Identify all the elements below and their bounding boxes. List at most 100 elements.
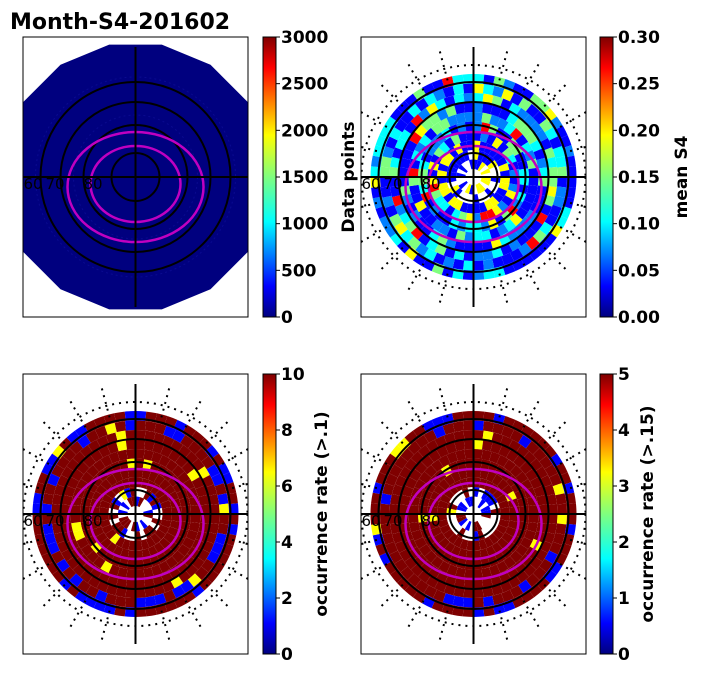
bin-cell xyxy=(511,419,525,434)
bin-cell xyxy=(483,199,494,211)
bin-cell xyxy=(379,552,393,566)
bin-cell xyxy=(479,131,490,143)
bin-cell xyxy=(41,462,55,476)
bin-cell xyxy=(400,447,415,462)
bin-cell xyxy=(555,156,567,168)
bin-cell xyxy=(424,464,438,478)
bin-cell xyxy=(389,213,403,227)
bin-cell xyxy=(126,568,136,580)
bin-cell xyxy=(135,458,145,469)
bin-cell xyxy=(430,122,444,136)
bin-cell xyxy=(180,514,191,523)
bin-cell xyxy=(154,593,167,606)
bin-cell xyxy=(76,537,89,550)
bin-cell xyxy=(144,421,157,433)
bin-cell xyxy=(496,454,509,468)
bin-cell xyxy=(415,97,429,112)
bin-cell xyxy=(71,521,83,533)
bin-cell xyxy=(82,559,96,574)
lat-label: 60 xyxy=(24,512,43,530)
bin-cell xyxy=(481,489,491,501)
bin-cell xyxy=(536,157,548,169)
bin-cell xyxy=(74,424,89,439)
bin-cell xyxy=(160,500,172,509)
bin-cell xyxy=(446,564,458,577)
bin-cell xyxy=(554,125,568,139)
bin-cell xyxy=(118,516,129,523)
radial-dotted-spoke xyxy=(377,417,404,444)
bin-cell xyxy=(464,559,474,570)
bin-cell xyxy=(217,493,229,505)
bin-cell xyxy=(515,544,529,557)
bin-cell xyxy=(495,493,508,504)
bin-cell xyxy=(152,442,165,454)
bin-cell xyxy=(536,494,548,506)
radial-dotted-spoke xyxy=(498,273,510,308)
bin-cell xyxy=(491,137,504,150)
bin-cell xyxy=(520,424,535,439)
bin-cell xyxy=(549,453,563,468)
bin-cell xyxy=(404,246,419,261)
bin-cell xyxy=(396,576,411,591)
lat-label: 60 xyxy=(362,175,381,193)
bin-cell xyxy=(518,97,532,112)
bin-cell xyxy=(464,231,474,242)
bin-cell xyxy=(399,494,411,506)
radial-dotted-spoke xyxy=(405,59,425,91)
bin-cell xyxy=(412,424,427,439)
bin-cell xyxy=(525,573,540,588)
bin-cell xyxy=(468,496,474,507)
bin-cell xyxy=(396,100,411,115)
bin-cell xyxy=(542,231,557,246)
bin-cell xyxy=(144,595,157,607)
bin-cell xyxy=(140,538,150,550)
bin-cell xyxy=(491,474,504,487)
bin-cell xyxy=(528,177,539,187)
bin-cell xyxy=(473,241,484,252)
colorbar-tick-label: 0.00 xyxy=(618,308,660,328)
bin-cell xyxy=(80,471,94,484)
bin-cell xyxy=(80,544,94,557)
bin-cell xyxy=(99,514,110,522)
bin-cell xyxy=(385,136,398,150)
bin-cell xyxy=(499,506,510,514)
bin-cell xyxy=(498,445,511,458)
bin-cell xyxy=(552,195,565,208)
bin-cell xyxy=(418,134,432,147)
bin-cell xyxy=(468,159,474,170)
bin-cell xyxy=(439,493,452,504)
colorbar-tick-label: 0 xyxy=(281,308,293,328)
bin-cell xyxy=(101,493,114,504)
bin-cell xyxy=(135,439,146,450)
bin-cell xyxy=(481,112,492,124)
bin-cell xyxy=(464,568,474,580)
bin-cell xyxy=(408,504,419,514)
bin-cell xyxy=(463,597,474,608)
bin-cell xyxy=(437,506,448,514)
radial-dotted-spoke xyxy=(205,417,232,444)
bin-cell xyxy=(384,453,398,468)
bin-cell xyxy=(520,87,535,102)
bin-cell xyxy=(118,527,128,539)
radial-dotted-spoke xyxy=(231,482,248,490)
bin-cell xyxy=(450,133,462,146)
bin-cell xyxy=(539,455,553,470)
bin-cell xyxy=(452,421,465,433)
bin-cell xyxy=(505,491,517,502)
bin-cell xyxy=(536,239,551,254)
bin-cell xyxy=(485,133,497,146)
bin-cell xyxy=(528,583,543,598)
bin-cell xyxy=(544,550,558,564)
bin-cell xyxy=(151,564,163,577)
bin-cell xyxy=(501,532,514,544)
bin-cell xyxy=(499,177,510,185)
bin-cell xyxy=(118,509,128,514)
bin-cell xyxy=(77,579,91,594)
bin-cell xyxy=(118,489,128,501)
bin-cell xyxy=(439,156,452,167)
bin-cell xyxy=(456,172,466,177)
bin-cell xyxy=(452,155,463,167)
bin-cell xyxy=(473,93,484,104)
bin-cell xyxy=(501,195,514,207)
